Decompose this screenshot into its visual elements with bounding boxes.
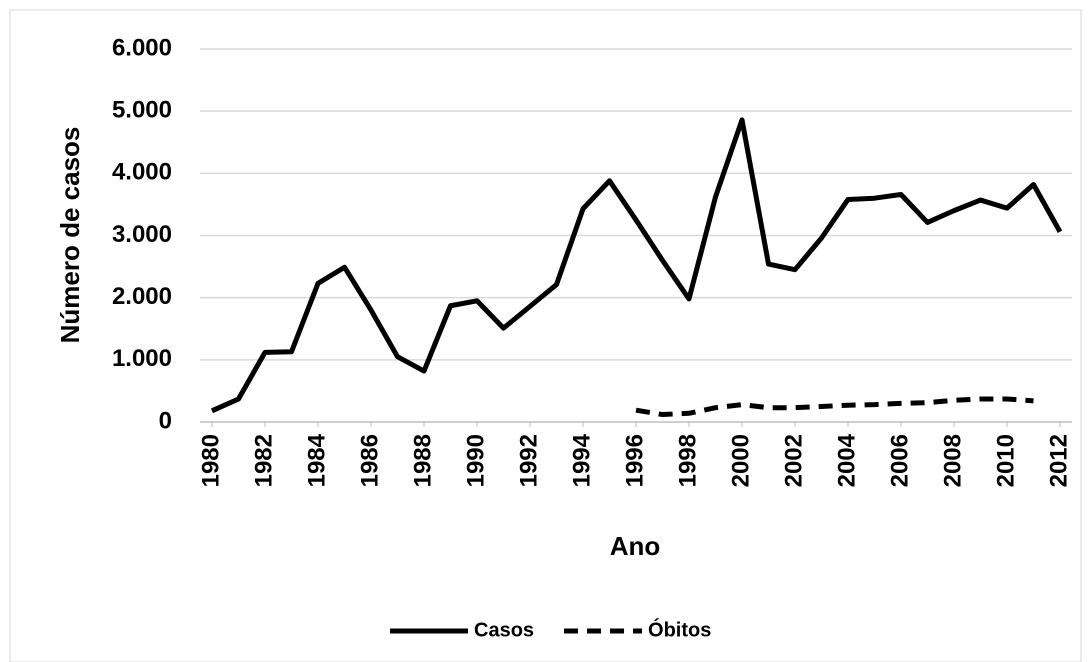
x-tick-label: 2012 xyxy=(1045,434,1072,487)
x-tick-label: 1994 xyxy=(568,433,595,487)
y-tick-label: 3.000 xyxy=(112,221,172,248)
x-tick-label: 2008 xyxy=(939,434,966,487)
x-tick-label: 2010 xyxy=(992,434,1019,487)
x-axis-label: Ano xyxy=(610,531,661,561)
x-tick-label: 1984 xyxy=(303,433,330,487)
series-line xyxy=(635,396,1034,418)
x-tick-label: 1986 xyxy=(356,434,383,487)
legend-label: Casos xyxy=(474,619,534,641)
legend-label: Óbitos xyxy=(648,617,711,641)
y-axis-label: Número de casos xyxy=(55,127,85,344)
y-tick-label: 4.000 xyxy=(112,159,172,186)
x-tick-label: 1980 xyxy=(197,434,224,487)
x-tick-label: 2000 xyxy=(727,434,754,487)
y-tick-label: 1.000 xyxy=(112,345,172,372)
x-tick-label: 2004 xyxy=(833,433,860,487)
y-tick-label: 6.000 xyxy=(112,34,172,61)
x-tick-label: 1990 xyxy=(462,434,489,487)
chart-frame xyxy=(9,9,1082,662)
x-tick-label: 1982 xyxy=(250,434,277,487)
x-tick-label: 1996 xyxy=(621,434,648,487)
x-tick-label: 1988 xyxy=(409,434,436,487)
y-tick-label: 2.000 xyxy=(112,283,172,310)
x-tick-label: 2006 xyxy=(886,434,913,487)
y-tick-label: 0 xyxy=(159,407,172,434)
y-tick-label: 5.000 xyxy=(112,97,172,124)
x-tick-label: 1992 xyxy=(515,434,542,487)
series-line xyxy=(210,117,1063,414)
x-tick-label: 1998 xyxy=(674,434,701,487)
x-tick-label: 2002 xyxy=(780,434,807,487)
